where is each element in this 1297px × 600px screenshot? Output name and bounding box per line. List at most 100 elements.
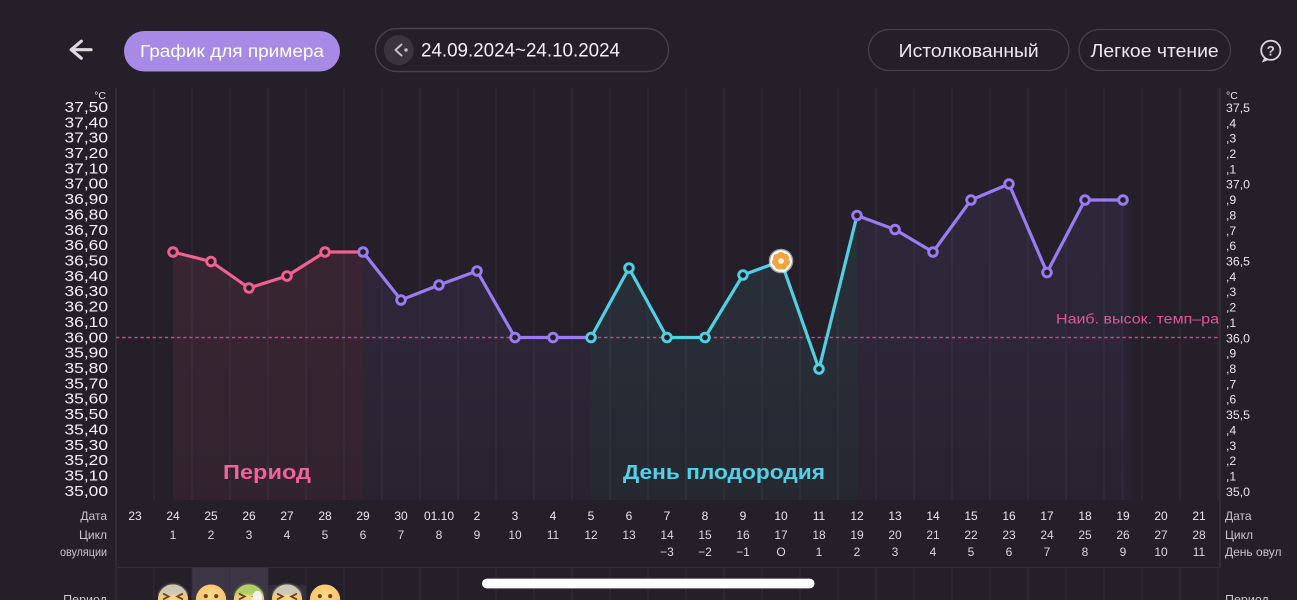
svg-text:24: 24 xyxy=(1040,528,1054,542)
svg-text:36,00: 36,00 xyxy=(65,330,109,346)
svg-text:12: 12 xyxy=(584,528,598,542)
svg-text:11: 11 xyxy=(547,528,560,542)
svg-text:14: 14 xyxy=(926,509,940,523)
svg-text:−3: −3 xyxy=(660,545,674,559)
svg-text:2: 2 xyxy=(208,528,215,542)
svg-text:7: 7 xyxy=(398,528,405,542)
svg-text:35,40: 35,40 xyxy=(65,423,109,439)
svg-text:3: 3 xyxy=(892,545,899,559)
svg-text:30: 30 xyxy=(394,509,408,523)
svg-text:,1: ,1 xyxy=(1226,470,1236,484)
svg-text:37,20: 37,20 xyxy=(65,146,109,162)
svg-text:6: 6 xyxy=(626,509,633,523)
svg-text:11: 11 xyxy=(1193,545,1206,559)
svg-text:35,50: 35,50 xyxy=(65,407,109,423)
svg-text:5: 5 xyxy=(968,545,975,559)
svg-text:2: 2 xyxy=(474,509,481,523)
svg-text:Период: Период xyxy=(223,461,311,484)
svg-text:°C: °C xyxy=(1226,90,1238,102)
svg-text:36,90: 36,90 xyxy=(65,192,109,208)
svg-text:,7: ,7 xyxy=(1226,377,1236,391)
svg-text:4: 4 xyxy=(284,528,291,542)
svg-text:23: 23 xyxy=(1002,528,1016,542)
svg-text:1: 1 xyxy=(816,545,823,559)
svg-text:8: 8 xyxy=(1082,545,1089,559)
svg-text:10: 10 xyxy=(1154,545,1168,559)
svg-text:Легкое чтение: Легкое чтение xyxy=(1091,41,1219,61)
svg-text:35,5: 35,5 xyxy=(1226,408,1250,422)
svg-text:35,80: 35,80 xyxy=(65,361,109,377)
svg-text:37,30: 37,30 xyxy=(65,131,109,147)
svg-text:10: 10 xyxy=(774,509,788,523)
svg-text:°C: °C xyxy=(94,90,106,102)
svg-text:25: 25 xyxy=(1078,528,1092,542)
svg-text:Цикл: Цикл xyxy=(1225,528,1253,542)
svg-text:19: 19 xyxy=(850,528,864,542)
svg-text:,4: ,4 xyxy=(1226,116,1236,130)
svg-text:Дата: Дата xyxy=(80,509,107,523)
svg-text:,2: ,2 xyxy=(1226,301,1236,315)
svg-text:01.10: 01.10 xyxy=(424,509,454,523)
svg-text:16: 16 xyxy=(736,528,750,542)
svg-text:17: 17 xyxy=(1040,509,1054,523)
svg-text:,1: ,1 xyxy=(1226,316,1236,330)
svg-text:14: 14 xyxy=(660,528,674,542)
svg-text:24.09.2024~24.10.2024: 24.09.2024~24.10.2024 xyxy=(421,41,620,62)
svg-text:23: 23 xyxy=(128,509,142,523)
svg-text:19: 19 xyxy=(1116,509,1130,523)
svg-text:Дата: Дата xyxy=(1225,509,1252,523)
svg-text:,8: ,8 xyxy=(1226,362,1236,376)
svg-text:26: 26 xyxy=(242,509,256,523)
svg-text:9: 9 xyxy=(1120,545,1127,559)
svg-text:36,40: 36,40 xyxy=(65,269,109,285)
svg-text:6: 6 xyxy=(360,528,367,542)
svg-text:37,00: 37,00 xyxy=(65,177,109,193)
svg-text:17: 17 xyxy=(774,528,788,542)
svg-text:36,20: 36,20 xyxy=(65,300,109,316)
svg-text:36,50: 36,50 xyxy=(65,254,109,270)
svg-text:,8: ,8 xyxy=(1226,208,1236,222)
svg-text:35,60: 35,60 xyxy=(65,392,109,408)
svg-text:Наиб. высок. темп–ра: Наиб. высок. темп–ра xyxy=(1056,312,1220,327)
svg-text:36,10: 36,10 xyxy=(65,315,109,331)
svg-text:37,10: 37,10 xyxy=(65,161,109,177)
svg-text:15: 15 xyxy=(964,509,978,523)
svg-text:37,50: 37,50 xyxy=(65,100,109,116)
svg-text:Истолкованный: Истолкованный xyxy=(899,41,1039,61)
svg-text:27: 27 xyxy=(280,509,294,523)
svg-text:,4: ,4 xyxy=(1226,270,1236,284)
svg-text:7: 7 xyxy=(664,509,671,523)
svg-text:О: О xyxy=(776,545,785,559)
svg-text:7: 7 xyxy=(1044,545,1051,559)
svg-text:День плодородия: День плодородия xyxy=(623,461,825,484)
svg-text:11: 11 xyxy=(813,509,826,523)
svg-text:16: 16 xyxy=(1002,509,1016,523)
svg-text:24: 24 xyxy=(166,509,180,523)
svg-text:20: 20 xyxy=(1154,509,1168,523)
svg-text:9: 9 xyxy=(474,528,481,542)
svg-text:,7: ,7 xyxy=(1226,224,1236,238)
svg-text:36,5: 36,5 xyxy=(1226,255,1250,269)
svg-text:4: 4 xyxy=(550,509,557,523)
svg-text:1: 1 xyxy=(170,528,177,542)
svg-text:20: 20 xyxy=(888,528,902,542)
svg-text:35,70: 35,70 xyxy=(65,376,109,392)
svg-text:,9: ,9 xyxy=(1226,347,1236,361)
svg-text:36,70: 36,70 xyxy=(65,223,109,239)
svg-text:35,00: 35,00 xyxy=(65,484,109,500)
svg-text:36,60: 36,60 xyxy=(65,238,109,254)
svg-text:18: 18 xyxy=(812,528,826,542)
svg-text:28: 28 xyxy=(1192,528,1206,542)
svg-text:10: 10 xyxy=(508,528,522,542)
svg-text:,6: ,6 xyxy=(1226,393,1236,407)
svg-text:15: 15 xyxy=(698,528,712,542)
svg-text:13: 13 xyxy=(888,509,902,523)
svg-text:,4: ,4 xyxy=(1226,424,1236,438)
svg-text:35,10: 35,10 xyxy=(65,469,109,485)
svg-text:35,0: 35,0 xyxy=(1226,485,1250,499)
svg-text:,3: ,3 xyxy=(1226,132,1236,146)
svg-text:21: 21 xyxy=(926,528,940,542)
svg-text:36,80: 36,80 xyxy=(65,207,109,223)
svg-text:12: 12 xyxy=(850,509,864,523)
svg-text:22: 22 xyxy=(964,528,978,542)
